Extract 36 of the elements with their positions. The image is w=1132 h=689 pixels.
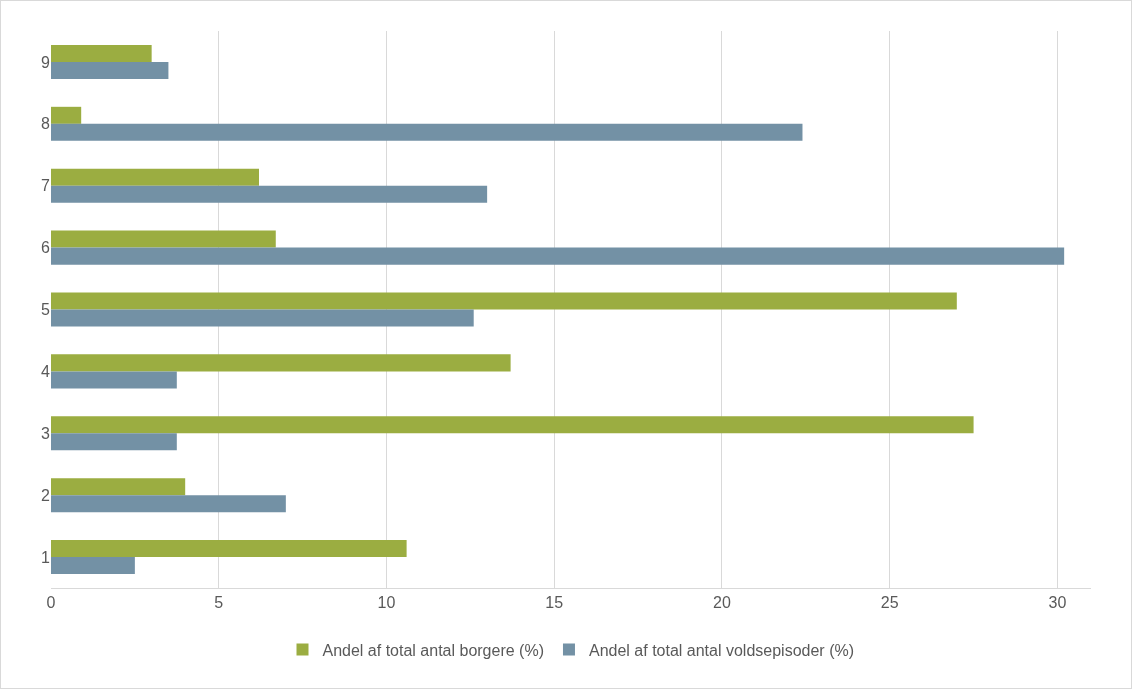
bar bbox=[51, 354, 511, 372]
bar bbox=[51, 247, 1065, 265]
bar bbox=[51, 61, 169, 79]
bar bbox=[51, 371, 177, 389]
y-tick-label: 8 bbox=[41, 115, 51, 133]
bar bbox=[51, 168, 259, 186]
y-tick-label: 9 bbox=[41, 53, 51, 71]
bar bbox=[51, 309, 474, 327]
y-tick-label: 1 bbox=[41, 548, 51, 566]
x-tick-label: 15 bbox=[545, 594, 564, 612]
y-tick-label: 6 bbox=[41, 239, 51, 257]
bar bbox=[51, 540, 407, 558]
bar bbox=[51, 123, 803, 141]
x-tick-label: 20 bbox=[713, 594, 731, 612]
y-tick-label: 5 bbox=[41, 301, 51, 319]
y-tick-label: 2 bbox=[41, 486, 51, 504]
x-tick-label: 25 bbox=[880, 594, 899, 612]
bar bbox=[51, 292, 957, 310]
bar bbox=[51, 557, 135, 575]
x-tick-label: 30 bbox=[1048, 594, 1067, 612]
bar bbox=[51, 44, 152, 62]
y-tick-label: 3 bbox=[41, 424, 51, 442]
bar bbox=[51, 433, 177, 451]
bar bbox=[51, 478, 186, 496]
bar bbox=[51, 416, 974, 434]
y-tick-label: 4 bbox=[41, 362, 51, 380]
x-tick-label: 5 bbox=[214, 594, 224, 612]
bar bbox=[51, 185, 488, 203]
y-tick-label: 7 bbox=[41, 177, 51, 195]
bar bbox=[51, 106, 82, 124]
bar bbox=[51, 230, 276, 248]
legend-label: Andel af total antal voldsepisoder (%) bbox=[588, 641, 855, 659]
bar bbox=[51, 495, 286, 513]
x-tick-label: 10 bbox=[377, 594, 396, 612]
legend-label: Andel af total antal borgere (%) bbox=[322, 641, 544, 659]
x-tick-label: 0 bbox=[46, 594, 56, 612]
